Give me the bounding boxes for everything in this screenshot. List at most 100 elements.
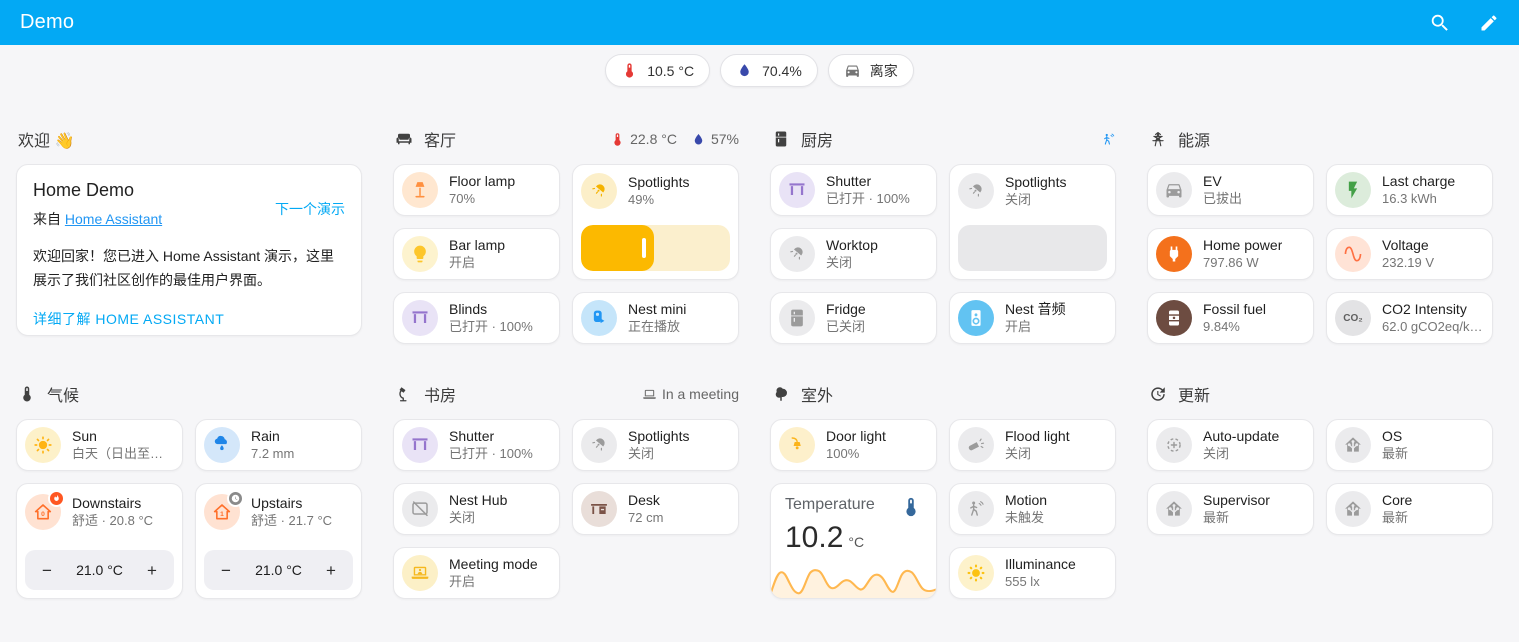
card-worktop[interactable]: Worktop 关闭 (770, 228, 937, 280)
nest-mini-icon[interactable] (581, 300, 617, 336)
card-nest-mini[interactable]: Nest mini 正在播放 (572, 292, 739, 344)
next-demo-button[interactable]: 下一个演示 (275, 201, 345, 217)
home-1-icon[interactable]: 1 (204, 490, 244, 530)
card-auto-update[interactable]: Auto-update 关闭 (1147, 419, 1314, 471)
card-kitchen-spotlights[interactable]: Spotlights 关闭 (949, 164, 1116, 280)
card-nest-hub[interactable]: Nest Hub 关闭 (393, 483, 560, 535)
ha-logo-icon[interactable] (1335, 491, 1371, 527)
chip-presence[interactable]: 离家 (827, 54, 914, 87)
card-home-power[interactable]: Home power 797.86 W (1147, 228, 1314, 280)
sun-icon[interactable] (25, 427, 61, 463)
card-outdoor-temperature[interactable]: Temperature 10.2 °C (770, 483, 937, 599)
brightness-icon[interactable] (958, 555, 994, 591)
thermometer-icon (900, 496, 922, 518)
card-fossil-fuel[interactable]: Fossil fuel 9.84% (1147, 292, 1314, 344)
chip-temperature[interactable]: 10.5 °C (605, 54, 711, 87)
card-blinds[interactable]: Blinds 已打开 · 100% (393, 292, 560, 344)
desk-icon[interactable] (581, 491, 617, 527)
tablet-off-icon[interactable] (402, 491, 438, 527)
card-supervisor[interactable]: Supervisor 最新 (1147, 483, 1314, 535)
card-flood-light[interactable]: Flood light 关闭 (949, 419, 1116, 471)
brightness-slider[interactable] (958, 225, 1107, 271)
flash-icon[interactable] (1335, 172, 1371, 208)
door-light-icon[interactable] (779, 427, 815, 463)
card-os[interactable]: OS 最新 (1326, 419, 1493, 471)
card-voltage[interactable]: Voltage 232.19 V (1326, 228, 1493, 280)
dashboard-column-3: 厨房 Shutter 已打开 · 100% Spotlights 关闭 Worktop 关闭… (770, 125, 1116, 599)
ha-logo-icon[interactable] (1335, 427, 1371, 463)
card-core[interactable]: Core 最新 (1326, 483, 1493, 535)
entity-name: Last charge (1382, 173, 1456, 190)
card-door-light[interactable]: Door light 100% (770, 419, 937, 471)
fridge-icon[interactable] (779, 300, 815, 336)
floor-lamp-icon[interactable] (402, 172, 438, 208)
entity-state: 7.2 mm (251, 446, 295, 461)
motion-icon[interactable] (958, 491, 994, 527)
sine-icon[interactable] (1335, 236, 1371, 272)
entity-name: Core (1382, 492, 1413, 509)
home-0-icon[interactable]: 0 (25, 490, 65, 530)
edit-dashboard-icon[interactable] (1479, 13, 1499, 33)
home-assistant-link[interactable]: Home Assistant (64, 211, 163, 227)
spot-icon[interactable] (581, 427, 617, 463)
entity-name: Worktop (826, 237, 878, 254)
co2-icon[interactable]: CO₂ (1335, 300, 1371, 336)
card-outdoor-motion[interactable]: Motion 未触发 (949, 483, 1116, 535)
svg-text:0: 0 (41, 511, 45, 518)
card-study-shutter[interactable]: Shutter 已打开 · 100% (393, 419, 560, 471)
decrease-temp-button[interactable]: − (221, 560, 231, 580)
spot-icon[interactable] (958, 173, 994, 209)
header-chip-meeting-status[interactable]: In a meeting (642, 386, 739, 402)
increase-temp-button[interactable]: + (326, 560, 336, 580)
entity-name: Supervisor (1203, 492, 1270, 509)
shade-icon[interactable] (779, 172, 815, 208)
card-illuminance[interactable]: Illuminance 555 lx (949, 547, 1116, 599)
card-fridge[interactable]: Fridge 已关闭 (770, 292, 937, 344)
header-chip-lr-humidity[interactable]: 57% (691, 131, 739, 147)
header-chip-lr-temperature[interactable]: 22.8 °C (610, 131, 677, 147)
card-nest-audio[interactable]: Nest 音频 开启 (949, 292, 1116, 344)
card-downstairs[interactable]: 0 Downstairs 舒适 · 20.8 °C − 21.0 °C + (16, 483, 183, 599)
spot-icon[interactable] (581, 173, 617, 209)
card-last-charge[interactable]: Last charge 16.3 kWh (1326, 164, 1493, 216)
card-rain[interactable]: Rain 7.2 mm (195, 419, 362, 471)
card-kitchen-shutter[interactable]: Shutter 已打开 · 100% (770, 164, 937, 216)
chip-humidity[interactable]: 70.4% (720, 54, 818, 87)
rainy-icon[interactable] (204, 427, 240, 463)
card-floor-lamp[interactable]: Floor lamp 70% (393, 164, 560, 216)
card-lr-spotlights[interactable]: Spotlights 49% (572, 164, 739, 280)
card-upstairs[interactable]: 1 Upstairs 舒适 · 21.7 °C − 21.0 °C + (195, 483, 362, 599)
ha-logo-icon[interactable] (1156, 491, 1192, 527)
card-sun[interactable]: Sun 白天（日出至日… (16, 419, 183, 471)
card-co2-intensity[interactable]: CO₂ CO2 Intensity 62.0 gCO2eq/k… (1326, 292, 1493, 344)
entity-state: 62.0 gCO2eq/k… (1382, 319, 1483, 334)
spot-icon[interactable] (779, 236, 815, 272)
learn-more-link[interactable]: 详细了解 HOME ASSISTANT (33, 310, 225, 327)
card-desk[interactable]: Desk 72 cm (572, 483, 739, 535)
car-icon[interactable] (1156, 172, 1192, 208)
entity-name: Voltage (1382, 237, 1429, 254)
shade-icon[interactable] (402, 427, 438, 463)
entity-name: Illuminance (1005, 556, 1076, 573)
shade-icon[interactable] (402, 300, 438, 336)
barrel-icon[interactable] (1156, 300, 1192, 336)
speaker-icon[interactable] (958, 300, 994, 336)
card-meeting-mode[interactable]: Meeting mode 开启 (393, 547, 560, 599)
entity-state: 49% (628, 192, 655, 207)
search-icon[interactable] (1429, 12, 1451, 34)
laptop-account-icon[interactable] (402, 555, 438, 591)
brightness-slider[interactable] (581, 225, 730, 271)
fridge-icon (772, 130, 790, 148)
card-study-spotlights[interactable]: Spotlights 关闭 (572, 419, 739, 471)
increase-temp-button[interactable]: + (147, 560, 157, 580)
header-chip-kitchen-motion[interactable] (1101, 132, 1116, 147)
auto-update-icon[interactable] (1156, 427, 1192, 463)
card-ev[interactable]: EV 已拔出 (1147, 164, 1314, 216)
bulb-icon[interactable] (402, 236, 438, 272)
entity-name: OS (1382, 428, 1403, 445)
decrease-temp-button[interactable]: − (42, 560, 52, 580)
flood-icon[interactable] (958, 427, 994, 463)
plug-icon[interactable] (1156, 236, 1192, 272)
entity-name: Blinds (449, 301, 488, 318)
card-bar-lamp[interactable]: Bar lamp 开启 (393, 228, 560, 280)
